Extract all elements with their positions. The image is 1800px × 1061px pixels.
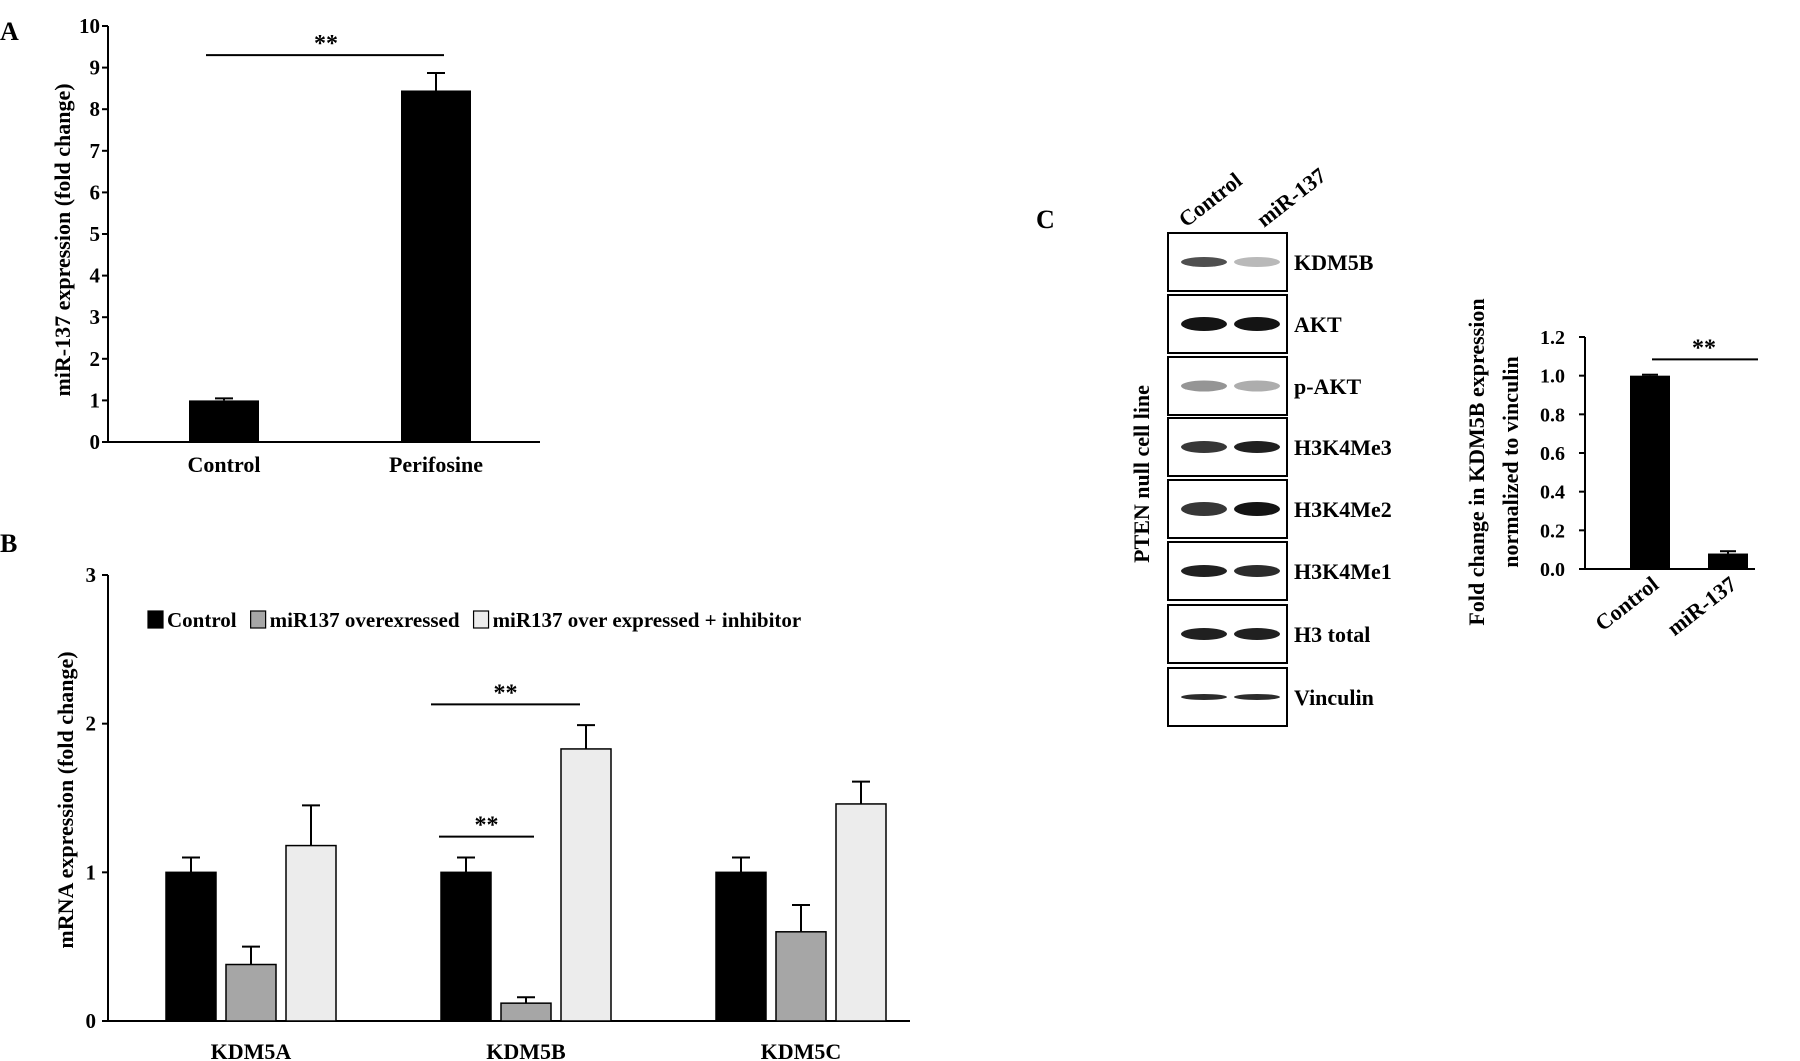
x-tick-label: miR-137 [1662,571,1741,640]
blot-band [1234,694,1280,700]
y-tick-label: 6 [90,180,101,204]
y-tick-label: 0 [86,1009,97,1033]
blot-band [1181,257,1227,267]
y-tick-label: 9 [90,56,101,80]
y-tick-label: 7 [90,139,101,163]
panel-b-chart: 0 1 2 3 KDM5A KDM5B KDM5C ** ** Control miR137 ove… [53,563,910,1061]
panel-label-b: B [0,529,17,558]
legend-swatch [472,610,490,629]
x-tick-label: KDM5B [486,1039,566,1061]
y-tick-label: 0.2 [1540,520,1565,542]
blot-side-label: PTEN null cell line [1129,385,1154,563]
y-tick-label: 0.6 [1540,443,1565,465]
y-tick-label: 0.8 [1540,404,1565,426]
significance-label: ** [314,31,338,57]
panel-label-c: C [1036,205,1055,234]
legend-label: miR137 overexressed [270,608,460,632]
y-tick-label: 4 [90,264,101,288]
significance-label: ** [1692,335,1716,361]
blot-band [1181,502,1227,516]
blot-band [1234,317,1280,331]
blot-band [1234,565,1280,577]
significance-label: ** [475,813,499,839]
bar-control [1630,375,1670,569]
blot-band [1181,441,1227,453]
panel-c-chart: 0.0 0.2 0.4 0.6 0.8 1.0 1.2 Control miR-137 ** Fol… [1464,298,1758,641]
x-tick-label: KDM5C [761,1039,842,1061]
y-tick-label: 1.2 [1540,327,1565,349]
bar-kdm5b-series-1 [500,1002,552,1022]
y-tick-label: 2 [90,347,101,371]
blot-band [1234,380,1280,392]
bar-kdm5a-series-1 [225,963,277,1022]
panel-a-chart: 0 1 2 3 4 5 6 7 8 9 10 Control Perifosine ** miR-137 e… [50,14,540,477]
bar-kdm5a-series-2 [285,844,337,1022]
blot-band [1234,628,1280,640]
blot-column-label: miR-137 [1252,163,1331,232]
blot-row-label: H3 total [1294,622,1370,647]
blot-row-label: H3K4Me2 [1294,497,1392,522]
y-axis-label: Fold change in KDM5B expression [1464,298,1489,625]
blot-row-label: H3K4Me1 [1294,559,1392,584]
y-tick-label: 3 [90,305,101,329]
blot-column-label: Control [1174,167,1247,232]
y-tick-label: 0.4 [1540,482,1565,504]
x-tick-label: Perifosine [389,452,483,477]
y-axis-label: mRNA expression (fold change) [53,651,78,948]
blot-band [1181,380,1227,392]
y-tick-label: 1 [86,860,97,884]
y-tick-label: 5 [90,222,101,246]
legend-label: miR137 over expressed + inhibitor [493,608,802,632]
blot-band [1181,317,1227,331]
y-tick-label: 0.0 [1540,559,1565,581]
blot-band [1234,502,1280,516]
blot-band [1234,441,1280,453]
blot-band [1181,694,1227,700]
y-tick-label: 2 [86,712,97,736]
panel-label-a: A [0,17,19,46]
blot-band [1234,257,1280,267]
y-tick-label: 3 [86,563,97,587]
y-axis-label: miR-137 expression (fold change) [50,83,75,396]
x-tick-label: Control [188,452,261,477]
y-tick-label: 1 [90,388,101,412]
y-tick-label: 8 [90,97,101,121]
legend-swatch [250,610,267,629]
legend-label: Control [167,608,237,632]
bar-perifosine [401,90,471,442]
bar-kdm5c-series-0 [715,871,767,1022]
bar-kdm5c-series-2 [835,803,887,1022]
bar-kdm5b-series-2 [560,748,612,1022]
bar-kdm5b-series-0 [440,871,492,1022]
x-tick-label: Control [1590,571,1663,636]
blot-band [1181,565,1227,577]
blot-row-label: AKT [1294,312,1342,337]
blot-row-label: p-AKT [1294,374,1362,399]
x-tick-label: KDM5A [211,1039,292,1061]
bar-control [189,400,259,442]
y-tick-label: 10 [79,14,100,38]
bar-kdm5a-series-0 [165,871,217,1022]
legend-swatch [147,610,164,629]
significance-label: ** [494,680,518,706]
western-blot: Control miR-137 KDM5B AKT p-AKT H3K4Me3 H3K4Me… [1129,163,1392,727]
bar-kdm5c-series-1 [775,931,827,1022]
y-tick-label: 0 [90,430,101,454]
blot-row-label: H3K4Me3 [1294,435,1392,460]
y-tick-label: 1.0 [1540,366,1565,388]
blot-band [1181,628,1227,640]
bar-mir-137 [1708,553,1748,569]
blot-row-label: KDM5B [1294,250,1374,275]
blot-row-label: Vinculin [1294,685,1374,710]
y-axis-label: normalized to vinculin [1498,356,1523,567]
